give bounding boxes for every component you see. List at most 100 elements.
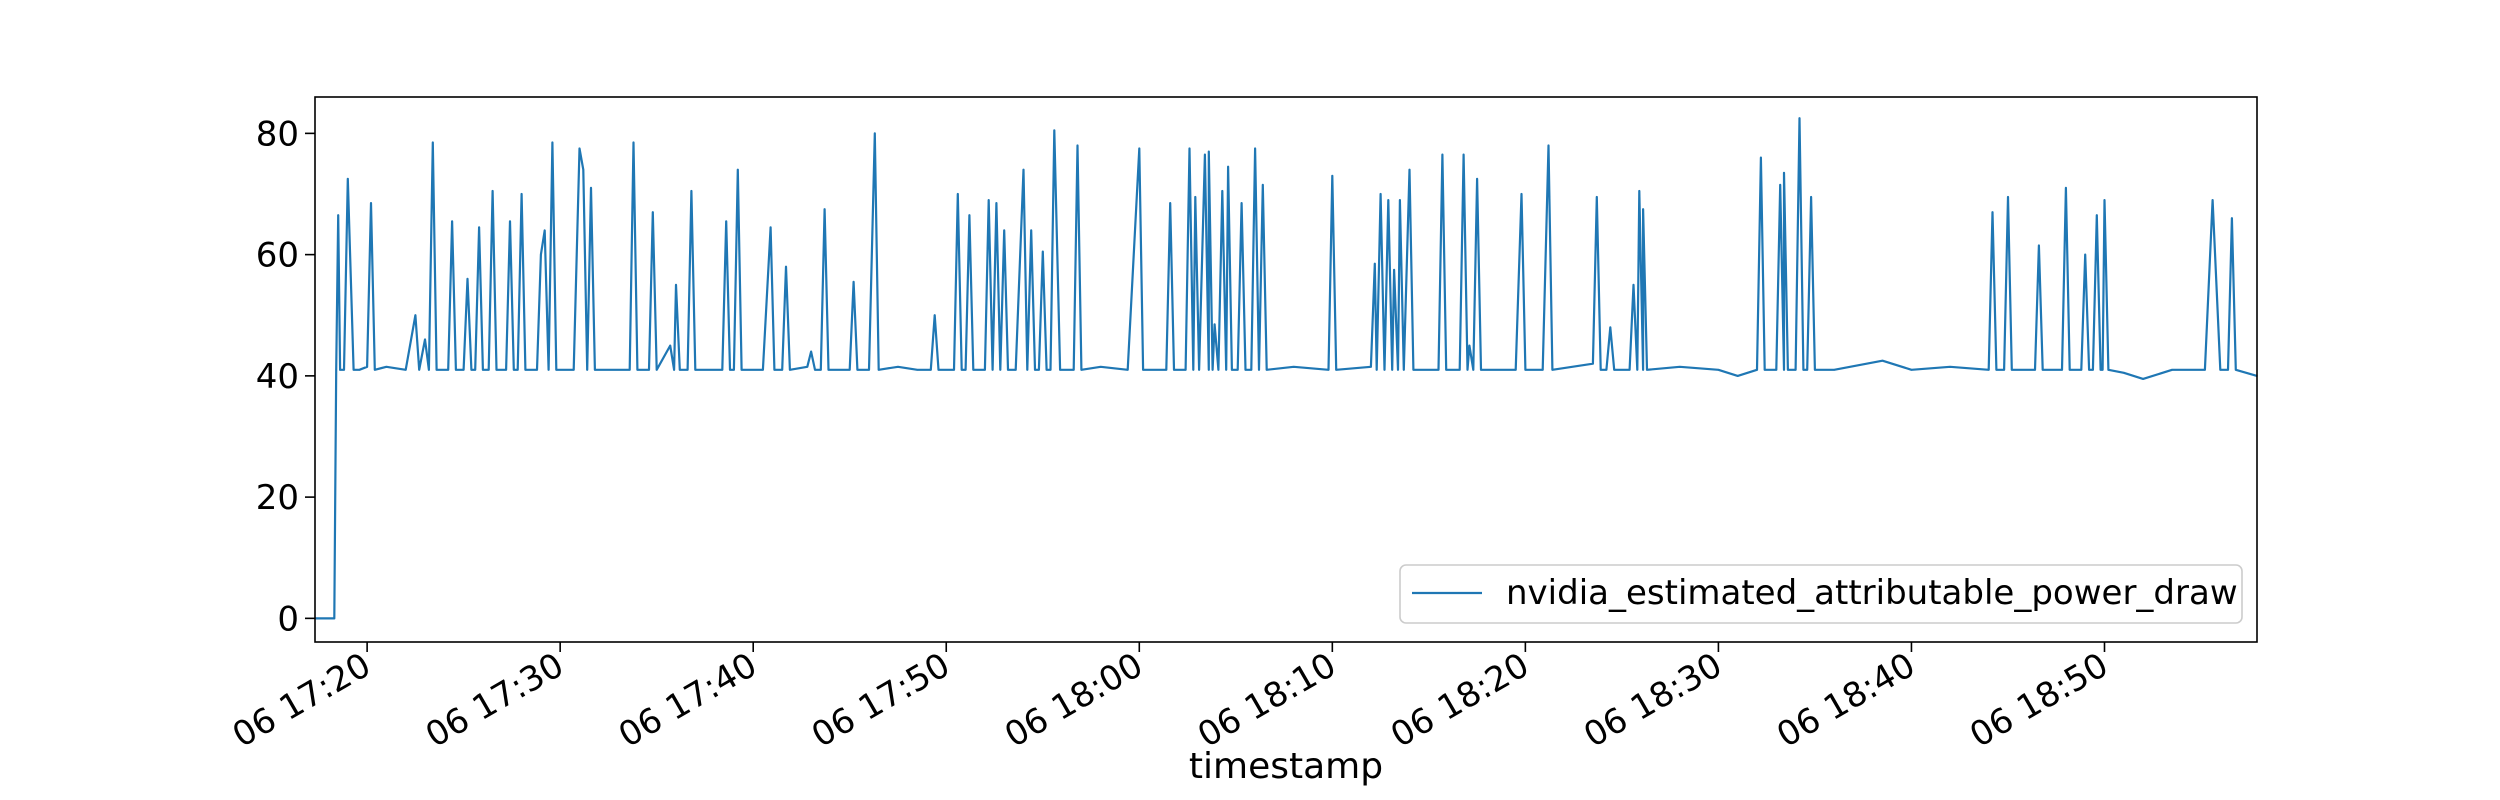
data-point bbox=[1541, 369, 1544, 371]
data-point bbox=[823, 208, 826, 210]
data-point bbox=[1227, 165, 1229, 168]
data-point bbox=[721, 369, 724, 371]
data-point bbox=[1480, 369, 1482, 371]
data-point bbox=[447, 369, 450, 371]
data-point bbox=[1208, 150, 1210, 153]
data-point bbox=[2084, 253, 2086, 256]
data-point bbox=[366, 366, 368, 368]
data-point bbox=[1437, 369, 1440, 371]
data-point bbox=[820, 369, 822, 371]
data-point bbox=[1142, 369, 1144, 371]
data-point bbox=[1717, 369, 1720, 371]
data-point bbox=[1642, 208, 1644, 210]
data-point bbox=[1258, 369, 1260, 371]
data-point bbox=[806, 366, 809, 368]
data-point bbox=[1833, 369, 1835, 371]
data-point bbox=[1072, 369, 1075, 371]
data-point bbox=[1059, 369, 1061, 371]
data-point bbox=[1014, 369, 1017, 371]
data-point bbox=[991, 369, 994, 371]
data-point bbox=[1053, 129, 1056, 132]
data-point bbox=[877, 369, 880, 371]
data-point bbox=[551, 141, 554, 144]
data-point bbox=[1292, 366, 1295, 368]
data-point bbox=[1760, 156, 1762, 159]
data-point bbox=[495, 369, 498, 371]
data-point bbox=[1810, 196, 1812, 198]
data-point bbox=[827, 369, 830, 371]
data-point bbox=[628, 369, 631, 371]
data-point bbox=[1638, 190, 1641, 192]
data-point bbox=[2211, 199, 2214, 201]
data-point bbox=[2080, 369, 2083, 371]
data-point bbox=[1194, 196, 1197, 198]
data-point bbox=[1476, 178, 1478, 180]
data-point bbox=[1412, 369, 1415, 371]
data-point bbox=[1802, 369, 1805, 371]
data-point bbox=[1038, 369, 1040, 371]
data-point bbox=[1221, 190, 1224, 192]
data-point bbox=[995, 202, 998, 204]
data-point bbox=[590, 187, 592, 189]
data-point bbox=[1756, 369, 1758, 371]
data-point bbox=[1787, 369, 1789, 371]
data-point bbox=[337, 214, 340, 216]
data-point bbox=[1236, 369, 1239, 371]
data-point bbox=[968, 214, 971, 216]
data-point bbox=[1045, 369, 1048, 371]
data-point bbox=[933, 314, 936, 317]
data-point bbox=[769, 226, 772, 229]
data-point bbox=[1375, 369, 1378, 371]
data-point bbox=[773, 369, 776, 371]
data-point bbox=[1524, 369, 1527, 371]
x-tick-label: 06 18:00 bbox=[998, 645, 1150, 756]
legend-frame bbox=[1399, 564, 2243, 624]
data-point bbox=[960, 369, 963, 371]
data-point bbox=[487, 369, 490, 371]
data-point bbox=[1240, 202, 1243, 204]
data-point bbox=[418, 369, 421, 371]
data-point bbox=[1609, 326, 1612, 329]
data-point bbox=[414, 314, 417, 317]
data-point bbox=[1173, 369, 1175, 371]
data-point bbox=[785, 265, 787, 268]
data-point bbox=[1030, 229, 1032, 232]
data-point bbox=[930, 369, 932, 371]
y-tick-label: 20 bbox=[256, 478, 299, 518]
data-point bbox=[1393, 269, 1395, 271]
data-point bbox=[1213, 323, 1216, 326]
data-point bbox=[1225, 369, 1227, 371]
data-point bbox=[2099, 369, 2102, 371]
data-point bbox=[1987, 369, 1990, 371]
data-point bbox=[632, 141, 635, 144]
data-point bbox=[636, 369, 639, 371]
data-point bbox=[462, 369, 465, 371]
data-point bbox=[1642, 369, 1644, 371]
data-point bbox=[1466, 369, 1469, 371]
data-point bbox=[516, 369, 519, 371]
data-point bbox=[352, 369, 355, 371]
data-point bbox=[543, 229, 546, 232]
series-layer bbox=[314, 117, 2258, 620]
data-point bbox=[1379, 193, 1382, 195]
data-point bbox=[586, 369, 588, 371]
data-point bbox=[509, 220, 511, 223]
data-point bbox=[814, 369, 816, 371]
data-point bbox=[1204, 153, 1206, 156]
data-point bbox=[2096, 214, 2098, 216]
x-tick-label: 06 18:50 bbox=[1963, 645, 2115, 756]
data-point bbox=[1387, 199, 1390, 201]
data-point bbox=[1636, 369, 1639, 371]
x-axis: 06 17:20 06 17:30 06 17:40 06 17:50 06 18:00… bbox=[226, 642, 2115, 756]
data-point bbox=[520, 193, 523, 195]
data-point bbox=[1991, 211, 1994, 213]
y-tick-label: 80 bbox=[256, 114, 299, 154]
data-point bbox=[1520, 193, 1523, 195]
data-point bbox=[655, 369, 658, 371]
data-point bbox=[1099, 366, 1102, 368]
data-point bbox=[1198, 369, 1200, 371]
data-point bbox=[1910, 369, 1913, 371]
data-point bbox=[578, 147, 581, 150]
data-point bbox=[2065, 187, 2067, 189]
